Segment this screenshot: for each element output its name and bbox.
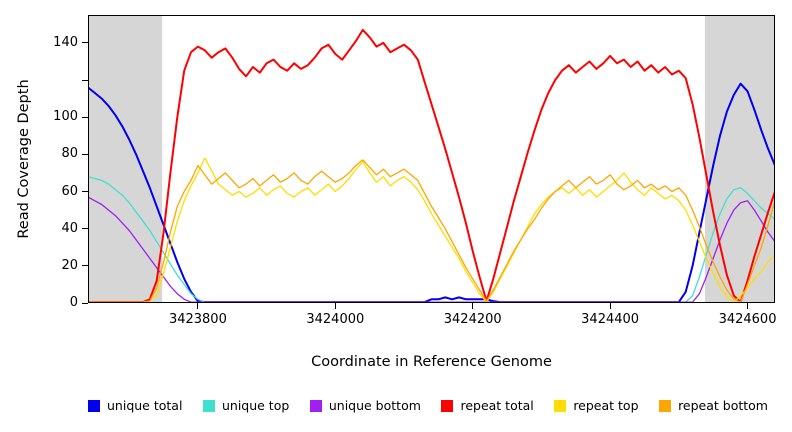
y-tick-mark xyxy=(82,79,88,81)
y-tick-mark xyxy=(82,42,88,44)
x-tick-mark xyxy=(609,303,611,309)
x-tick-label: 3424400 xyxy=(581,312,640,327)
y-tick-label: 60 xyxy=(61,183,78,199)
repeat-total-swatch-icon xyxy=(441,399,454,412)
unique-total-line xyxy=(88,82,775,303)
plot-area xyxy=(88,15,775,303)
repeat-top-line xyxy=(88,157,775,303)
shaded-region xyxy=(88,15,163,303)
repeat-top-swatch-icon xyxy=(554,399,567,412)
y-tick-mark xyxy=(82,302,88,304)
y-tick-mark xyxy=(82,153,88,155)
x-tick-mark xyxy=(472,303,474,309)
legend-label-repeat-bottom: repeat bottom xyxy=(678,398,768,413)
legend-item-unique-total: unique total xyxy=(88,398,182,413)
legend-item-unique-top: unique top xyxy=(202,398,290,413)
y-tick-mark xyxy=(82,265,88,267)
x-tick-label: 3424200 xyxy=(443,312,502,327)
repeat-bottom-line xyxy=(88,159,775,303)
legend-label-repeat-top: repeat top xyxy=(573,398,639,413)
legend-item-repeat-bottom: repeat bottom xyxy=(659,398,768,413)
x-tick-label: 3423800 xyxy=(168,312,227,327)
unique-bottom-swatch-icon xyxy=(309,399,322,412)
y-tick-label: 80 xyxy=(61,146,78,162)
x-tick-mark xyxy=(197,303,199,309)
unique-top-swatch-icon xyxy=(202,399,215,412)
y-tick-label: 20 xyxy=(61,257,78,273)
legend-label-unique-total: unique total xyxy=(107,398,183,413)
legend-item-unique-bottom: unique bottom xyxy=(309,398,421,413)
x-tick-mark xyxy=(747,303,749,309)
x-tick-label: 3424600 xyxy=(718,312,777,327)
y-tick-label: 40 xyxy=(61,220,78,236)
repeat-bottom-swatch-icon xyxy=(659,399,672,412)
legend-label-unique-top: unique top xyxy=(221,398,290,413)
legend-item-repeat-top: repeat top xyxy=(554,398,639,413)
repeat-total-line xyxy=(88,28,775,303)
x-tick-mark xyxy=(334,303,336,309)
x-tick-label: 3424000 xyxy=(306,312,365,327)
y-tick-label: 0 xyxy=(69,295,78,310)
y-tick-mark xyxy=(82,191,88,193)
unique-total-swatch-icon xyxy=(88,399,100,412)
y-tick-mark xyxy=(82,228,88,230)
legend: unique total unique top unique bottom re… xyxy=(88,398,768,413)
y-tick-label: 140 xyxy=(53,34,78,50)
y-tick-mark xyxy=(82,116,88,118)
legend-label-repeat-total: repeat total xyxy=(460,398,534,413)
x-axis-title: Coordinate in Reference Genome xyxy=(311,354,552,370)
y-tick-label: 100 xyxy=(53,109,78,125)
shaded-region xyxy=(704,15,775,303)
legend-label-unique-bottom: unique bottom xyxy=(328,398,421,413)
legend-item-repeat-total: repeat total xyxy=(441,398,534,413)
plot-border xyxy=(88,15,775,303)
